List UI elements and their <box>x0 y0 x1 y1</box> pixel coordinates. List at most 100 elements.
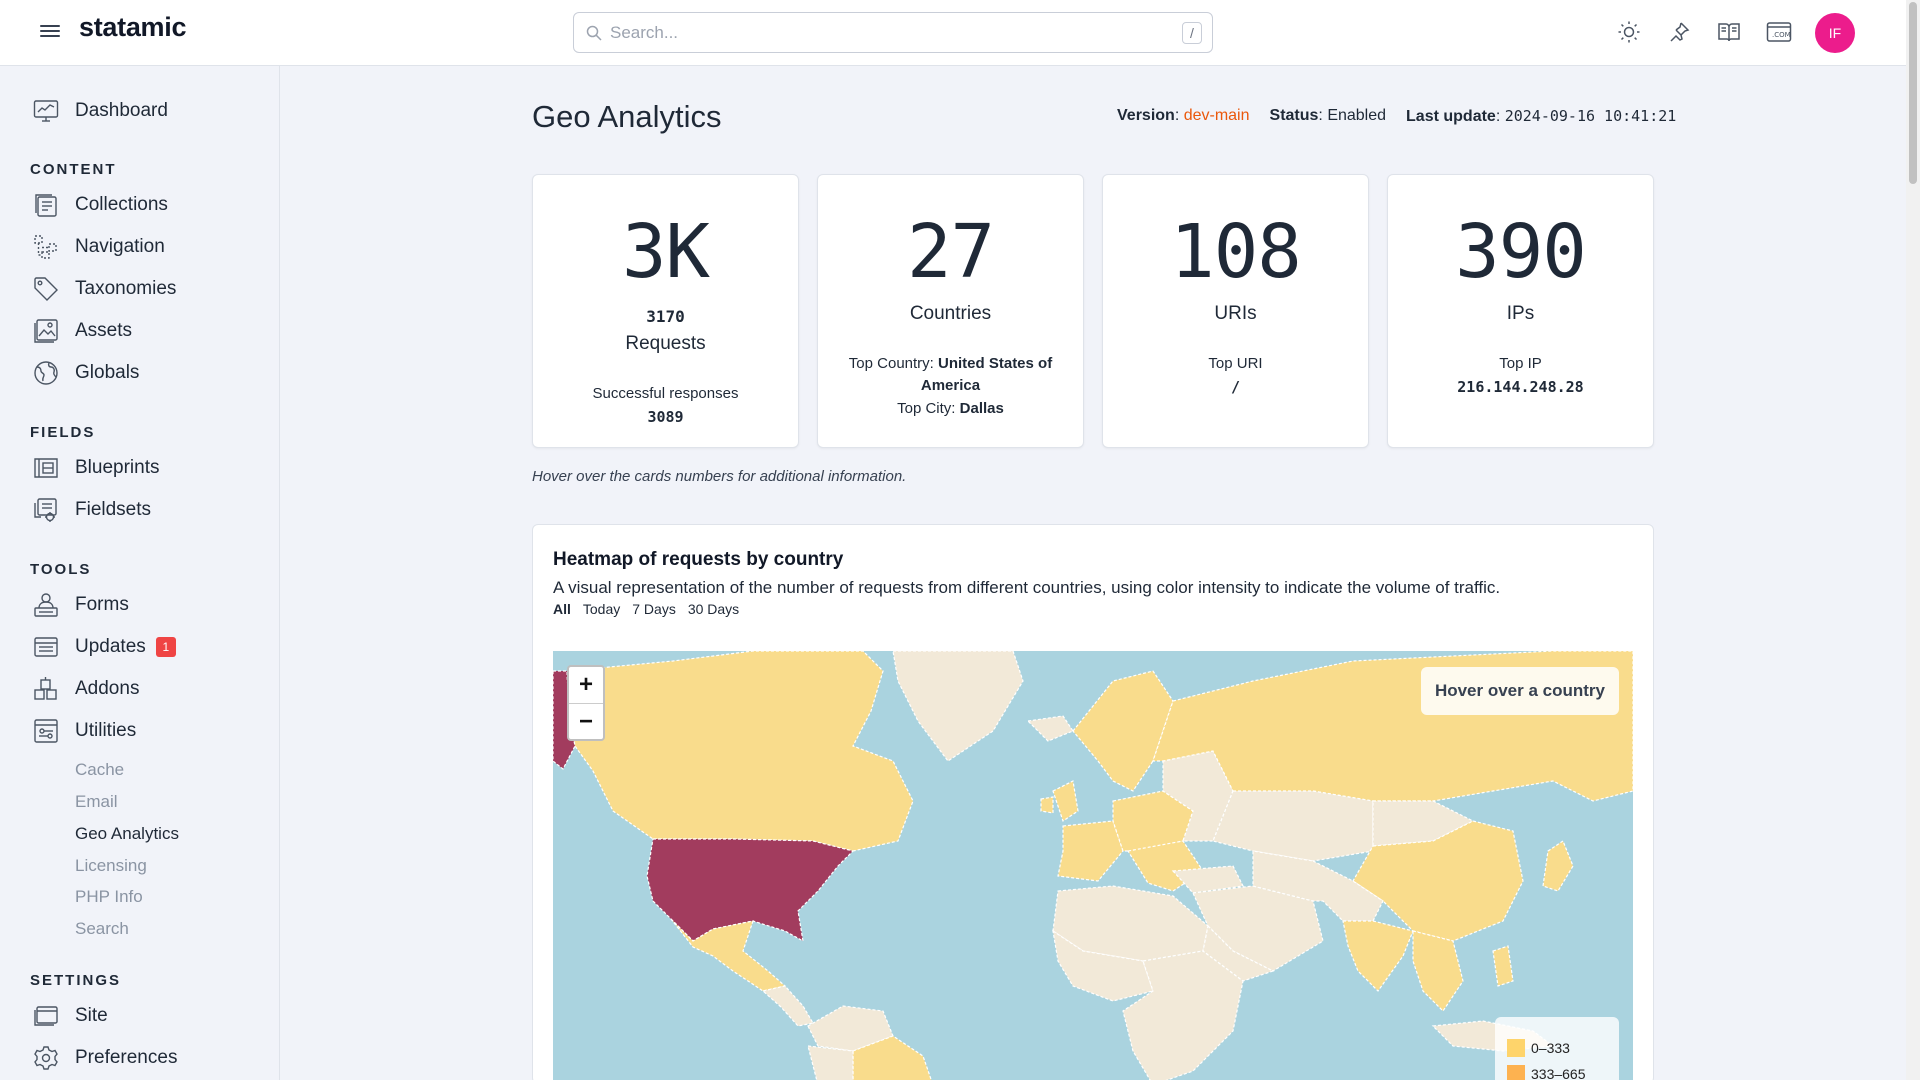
world-map[interactable]: + − Hover over a country 0–333 333–665 <box>553 651 1633 1080</box>
sidebar-item-forms[interactable]: Forms <box>33 592 129 618</box>
countries-big-number[interactable]: 27 <box>906 209 995 295</box>
dotcom-icon[interactable]: .COM <box>1765 18 1793 46</box>
search-bar[interactable]: / <box>573 12 1213 53</box>
sidebar-subitem-licensing[interactable]: Licensing <box>75 856 147 875</box>
countries-card: 27 Countries Top Country: United States … <box>817 174 1084 448</box>
requests-big-number[interactable]: 3K <box>621 209 710 295</box>
hover-info-box: Hover over a country <box>1420 667 1619 715</box>
sidebar-item-taxonomies[interactable]: Taxonomies <box>33 276 176 302</box>
heatmap-title: Heatmap of requests by country <box>553 549 844 570</box>
heatmap-panel: Heatmap of requests by country A visual … <box>532 524 1654 1080</box>
zoom-out-button[interactable]: − <box>569 703 603 739</box>
country-canada <box>566 651 914 852</box>
sidebar-item-updates[interactable]: Updates 1 <box>33 634 176 660</box>
country-france-spain <box>1057 820 1124 882</box>
sidebar-item-site[interactable]: Site <box>33 1003 108 1029</box>
country-scandinavia <box>1072 670 1174 792</box>
country-mexico <box>670 918 787 992</box>
form-icon <box>34 593 58 617</box>
sidebar-item-assets[interactable]: Assets <box>33 318 132 344</box>
top-uri-label: Top URI <box>1208 355 1263 372</box>
sidebar-item-preferences[interactable]: Preferences <box>33 1045 177 1071</box>
collections-icon <box>35 194 57 217</box>
country-southeast-asia <box>1412 930 1464 1012</box>
country-china <box>1352 820 1524 942</box>
country-india <box>1342 920 1414 992</box>
top-ip-value: 216.144.248.28 <box>1457 378 1584 396</box>
ips-card: 390 IPs Top IP 216.144.248.28 <box>1387 174 1654 448</box>
sidebar-item-globals[interactable]: Globals <box>33 360 139 386</box>
sidebar-item-addons[interactable]: Addons <box>33 676 139 702</box>
ips-label: IPs <box>1506 303 1535 324</box>
country-central-asia <box>1212 790 1374 862</box>
sidebar-subitem-php-info[interactable]: PHP Info <box>75 887 143 906</box>
fieldset-icon <box>34 498 57 522</box>
sun-icon[interactable] <box>1615 18 1643 46</box>
filter-today[interactable]: Today <box>582 601 621 617</box>
book-icon[interactable] <box>1715 18 1743 46</box>
country-central-america <box>761 985 814 1027</box>
section-title-settings: SETTINGS <box>30 972 122 989</box>
legend-item: 333–665 <box>1507 1061 1619 1080</box>
heatmap-description: A visual representation of the number of… <box>553 578 1501 597</box>
sidebar-item-blueprints[interactable]: Blueprints <box>33 455 160 481</box>
avatar[interactable]: IF <box>1815 13 1855 53</box>
uris-label: URIs <box>1214 303 1257 324</box>
legend-swatch <box>1507 1039 1525 1057</box>
successful-responses-value: 3089 <box>647 408 684 426</box>
requests-card: 3K 3170 Requests Successful responses 30… <box>532 174 799 448</box>
country-west-africa <box>1052 929 1154 1002</box>
country-iceland <box>1026 715 1074 742</box>
zoom-controls: + − <box>567 665 605 741</box>
tag-icon <box>34 277 58 301</box>
sidebar-subitem-geo-analytics[interactable]: Geo Analytics <box>75 824 179 843</box>
addons-icon <box>34 677 57 700</box>
utilities-icon <box>34 719 58 743</box>
page-meta: Version: dev-main Status: Enabled Last u… <box>1117 107 1676 126</box>
legend-swatch <box>1507 1065 1525 1080</box>
cards-hint: Hover over the cards numbers for additio… <box>532 468 907 485</box>
image-icon <box>34 319 58 343</box>
filter-all[interactable]: All <box>553 601 571 617</box>
filter-7-days[interactable]: 7 Days <box>632 601 676 617</box>
navigation-icon <box>34 235 57 259</box>
section-title-tools: TOOLS <box>30 561 92 578</box>
requests-exact-number: 3170 <box>646 307 685 326</box>
sidebar-item-dashboard[interactable]: Dashboard <box>33 98 168 124</box>
sidebar-subitem-search[interactable]: Search <box>75 919 129 938</box>
dashboard-icon <box>33 100 59 122</box>
ips-big-number[interactable]: 390 <box>1455 209 1587 295</box>
country-alaska-edge <box>553 670 576 770</box>
countries-label: Countries <box>909 303 992 324</box>
sidebar-subitem-email[interactable]: Email <box>75 792 118 811</box>
uris-card: 108 URIs Top URI / <box>1102 174 1369 448</box>
search-shortcut-hint: / <box>1182 22 1202 44</box>
page-title: Geo Analytics <box>532 99 722 134</box>
menu-icon[interactable] <box>40 22 60 42</box>
sidebar-item-utilities[interactable]: Utilities <box>33 718 136 744</box>
search-input[interactable] <box>610 22 1150 44</box>
section-title-fields: FIELDS <box>30 424 96 441</box>
sidebar-item-collections[interactable]: Collections <box>33 192 168 218</box>
sidebar-item-fieldsets[interactable]: Fieldsets <box>33 497 151 523</box>
section-title-content: CONTENT <box>30 161 117 178</box>
scrollbar[interactable] <box>1906 0 1920 1080</box>
updates-icon <box>34 637 58 657</box>
sidebar-item-navigation[interactable]: Navigation <box>33 234 165 260</box>
country-philippines <box>1492 945 1514 987</box>
pin-icon[interactable] <box>1665 18 1693 46</box>
site-icon <box>34 1006 58 1026</box>
successful-responses-label: Successful responses <box>592 385 739 402</box>
uris-big-number[interactable]: 108 <box>1170 209 1302 295</box>
filter-30-days[interactable]: 30 Days <box>687 601 740 617</box>
brand-logo[interactable]: statamic <box>79 12 187 42</box>
sidebar-subitem-cache[interactable]: Cache <box>75 760 125 779</box>
zoom-in-button[interactable]: + <box>578 671 593 698</box>
country-greenland <box>892 651 1024 762</box>
country-eastern-europe <box>1162 750 1234 842</box>
status-info: Status: Enabled <box>1269 107 1387 124</box>
updates-count-badge: 1 <box>155 637 176 657</box>
top-city-info: Top City: Dallas <box>897 400 1004 417</box>
sidebar: Dashboard CONTENT Collections Navigation… <box>0 66 280 1080</box>
version-info: Version: dev-main <box>1117 107 1250 124</box>
